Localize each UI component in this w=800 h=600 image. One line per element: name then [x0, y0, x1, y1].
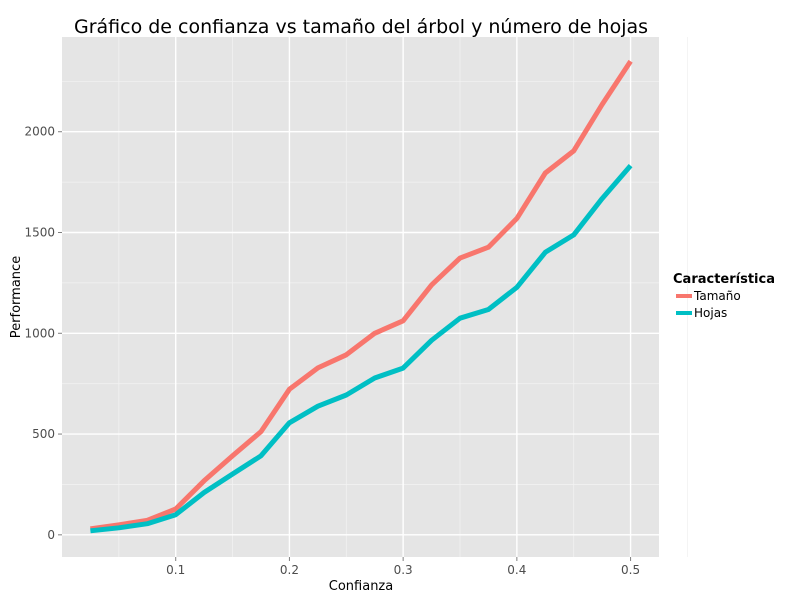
x-tick-label: 0.4	[507, 563, 526, 577]
x-tick-label: 0.1	[166, 563, 185, 577]
legend-title: Característica	[673, 272, 775, 287]
legend-items: Tamaño Hojas	[676, 289, 741, 320]
plot-panel	[62, 37, 659, 557]
legend-label: Hojas	[694, 306, 727, 320]
x-tick-label: 0.5	[621, 563, 640, 577]
series-line-hojas	[90, 163, 633, 534]
y-tick-label: 0	[47, 528, 55, 542]
x-tick-label: 0.2	[280, 563, 299, 577]
y-tick-label: 500	[32, 427, 55, 441]
axes: 0.1 0.2 0.3 0.4 0.5 0 500 1000 1500 2000	[24, 125, 640, 577]
y-tick-label: 2000	[24, 125, 55, 139]
y-tick-label: 1000	[24, 326, 55, 340]
y-tick-label: 1500	[24, 226, 55, 240]
series-lines	[90, 59, 633, 534]
major-grid	[62, 37, 659, 557]
legend-label: Tamaño	[693, 289, 741, 303]
series-line-tama-o	[90, 59, 633, 532]
x-tick-label: 0.3	[394, 563, 413, 577]
chart-title: Gráfico de confianza vs tamaño del árbol…	[74, 16, 648, 38]
y-axis-label: Performance	[9, 256, 24, 338]
legend: Característica Tamaño Hojas	[673, 272, 775, 320]
x-axis-label: Confianza	[329, 579, 393, 594]
